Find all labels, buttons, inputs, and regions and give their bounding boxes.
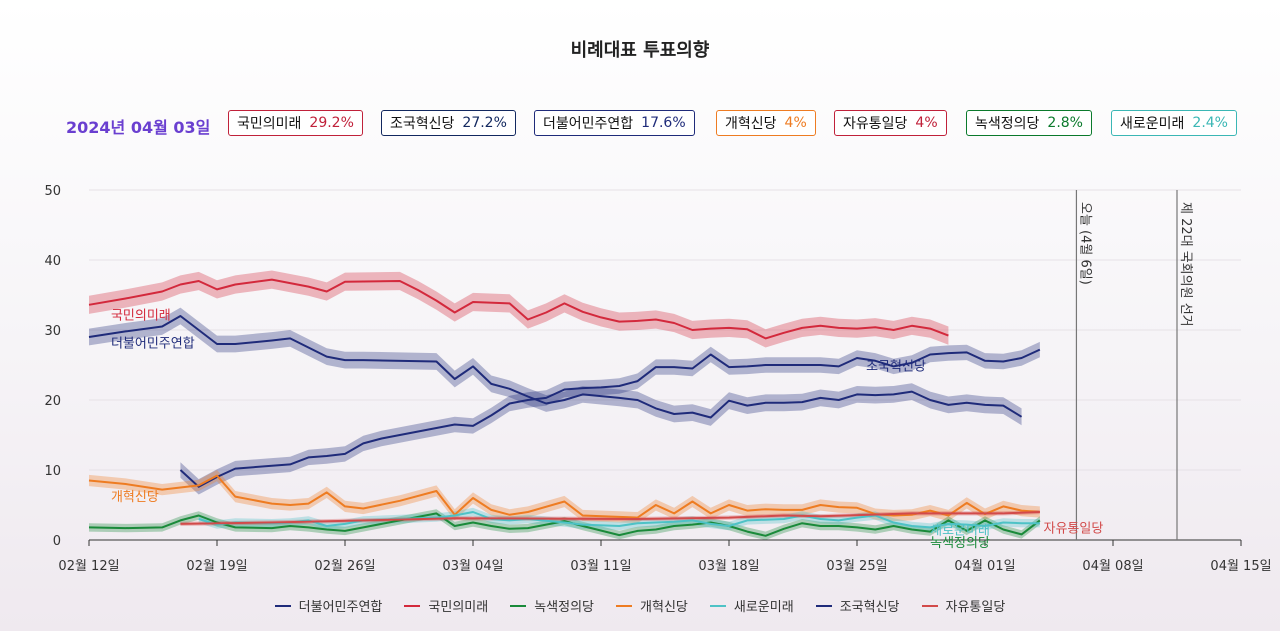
series-label: 더불어민주연합 [111, 337, 195, 352]
badge-value: 17.6% [641, 115, 686, 131]
legend-swatch [921, 604, 938, 607]
badge-party-name: 녹색정의당 [975, 116, 1040, 132]
line-chart: 0 10 20 30 40 50 02월 12일 02월 19일 02월 26일 03월 04일 0… [44, 184, 1271, 574]
line-국민의미래 [88, 278, 949, 340]
x-tick-label: 02월 26일 [314, 559, 375, 574]
legend-item[interactable]: 개혁신당 [616, 596, 688, 615]
legend-swatch [510, 604, 527, 607]
x-tick-label: 02월 12일 [58, 559, 119, 574]
line-녹색정의당 [88, 512, 1041, 537]
series-label: 개혁신당 [111, 490, 159, 505]
x-tick-label: 03월 25일 [826, 559, 887, 574]
legend-label: 자유통일당 [945, 600, 1006, 615]
series-label: 조국혁신당 [866, 360, 926, 375]
legend-item[interactable]: 더불어민주연합 [274, 596, 383, 615]
legend-swatch [616, 604, 633, 607]
series-label: 녹색정의당 [930, 536, 990, 551]
y-tick-label: 20 [44, 394, 61, 409]
band-녹색정의당 [89, 509, 1040, 540]
legend-label: 더불어민주연합 [298, 600, 383, 615]
series-label: 자유통일당 [1044, 521, 1104, 536]
legend-label: 국민의미래 [428, 600, 489, 615]
badge-4: 자유통일당 4% [834, 110, 947, 136]
y-tick-label: 0 [53, 534, 61, 549]
x-tick-label: 04월 08일 [1082, 559, 1143, 574]
legend-label: 녹색정의당 [534, 600, 595, 615]
badge-2: 더불어민주연합 17.6% [534, 110, 695, 136]
band-더불어민주연합 [89, 307, 1022, 426]
legend-item[interactable]: 국민의미래 [404, 596, 488, 615]
x-tick-label: 02월 19일 [186, 559, 247, 574]
badge-3: 개혁신당 4% [716, 110, 816, 136]
badge-party-name: 국민의미래 [237, 116, 302, 132]
line-새로운미래 [198, 511, 1040, 529]
badge-value: 2.4% [1192, 115, 1228, 131]
badge-value: 4% [784, 115, 807, 131]
y-tick-label: 30 [44, 324, 61, 339]
legend-swatch [274, 604, 291, 607]
series-label: 국민의미래 [111, 309, 171, 324]
legend-label: 새로운미래 [733, 600, 794, 615]
badge-value: 29.2% [309, 115, 354, 131]
chart-title: 비례대표 투표의향 [570, 40, 710, 61]
event-markers: 오늘 (4월 6일) 제 22대 국회의원 선거 [1075, 190, 1193, 540]
current-date: 2024년 04월 03일 [66, 118, 211, 137]
x-tick-label: 03월 18일 [698, 559, 759, 574]
badge-party-name: 더불어민주연합 [543, 116, 634, 132]
legend-swatch [404, 604, 421, 607]
legend-item[interactable]: 새로운미래 [709, 596, 794, 615]
y-tick-label: 50 [44, 184, 61, 199]
badge-party-name: 자유통일당 [843, 116, 908, 132]
legend-label: 개혁신당 [640, 600, 688, 615]
chart-legend: 더불어민주연합 국민의미래 녹색정의당 개혁신당 새로운미래 조국혁신당 자유통일당 [0, 596, 1280, 615]
badge-value: 2.8% [1047, 115, 1083, 131]
y-tick-label: 10 [44, 464, 61, 479]
legend-item[interactable]: 녹색정의당 [510, 596, 594, 615]
line-개혁신당 [88, 474, 1040, 519]
band-조국혁신당 [180, 341, 1040, 495]
x-tick-label: 04월 15일 [1210, 559, 1271, 574]
badge-1: 조국혁신당 27.2% [381, 110, 516, 136]
badge-party-name: 조국혁신당 [390, 116, 455, 132]
legend-swatch [815, 604, 832, 607]
x-tick-label: 03월 04일 [442, 559, 503, 574]
line-조국혁신당 [179, 348, 1041, 488]
event-label: 오늘 (4월 6일) [1077, 202, 1092, 285]
event-label: 제 22대 국회의원 선거 [1178, 202, 1193, 327]
axes: 0 10 20 30 40 50 02월 12일 02월 19일 02월 26일 03월 04일 0… [44, 184, 1271, 574]
badge-0: 국민의미래 29.2% [228, 110, 363, 136]
badge-party-name: 개혁신당 [725, 116, 777, 132]
badge-6: 새로운미래 2.4% [1111, 110, 1237, 136]
line-더불어민주연합 [88, 315, 1023, 419]
x-tick-label: 04월 01일 [954, 559, 1015, 574]
badge-value: 27.2% [462, 115, 507, 131]
y-tick-label: 40 [44, 254, 61, 269]
x-tick-label: 03월 11일 [570, 559, 631, 574]
line-자유통일당 [180, 511, 1040, 525]
series-lines [88, 278, 1041, 537]
badge-5: 녹색정의당 2.8% [966, 110, 1092, 136]
series-label: 새로운미래 [930, 523, 990, 538]
badge-value: 4% [915, 115, 938, 131]
legend-item[interactable]: 조국혁신당 [815, 596, 900, 615]
confidence-bands [89, 270, 1040, 540]
legend-swatch [709, 604, 726, 607]
legend-label: 조국혁신당 [839, 600, 900, 615]
badge-party-name: 새로운미래 [1120, 116, 1185, 132]
legend-item[interactable]: 자유통일당 [921, 596, 1006, 615]
